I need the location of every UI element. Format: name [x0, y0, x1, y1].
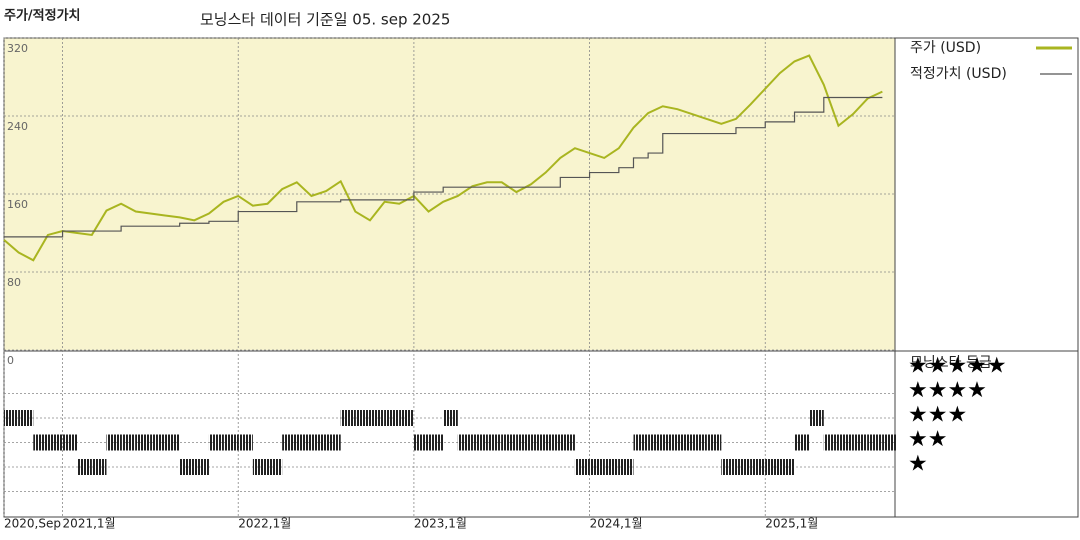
- rating-bar: [106, 434, 122, 451]
- rating-bar: [823, 434, 839, 451]
- rating-bar: [692, 434, 707, 451]
- chart-title: 주가/적정가치: [4, 8, 81, 24]
- x-tick-label: 2022,1월: [238, 517, 291, 531]
- rating-bar: [238, 434, 253, 451]
- rating-bar: [618, 459, 634, 475]
- rating-bar: [443, 410, 458, 426]
- rating-bar: [326, 434, 341, 451]
- rating-bar: [472, 434, 488, 451]
- rating-bar: [428, 434, 444, 451]
- rating-bar: [384, 410, 400, 426]
- rating-bar: [604, 459, 619, 475]
- rating-bar: [501, 434, 517, 451]
- rating-bar: [121, 434, 136, 451]
- rating-level-label: ★★: [908, 427, 947, 452]
- x-tick-label: 2024,1월: [590, 517, 643, 531]
- series-line: [3, 54, 883, 262]
- rating-bar: [853, 434, 868, 451]
- rating-bar: [355, 410, 370, 426]
- rating-level-label: ★: [908, 452, 928, 477]
- rating-bar: [267, 459, 283, 475]
- rating-bar: [311, 434, 327, 451]
- rating-bar: [662, 434, 678, 451]
- rating-bar: [4, 410, 19, 426]
- rating-bar: [282, 434, 297, 451]
- chart-subtitle: 모닝스타 데이터 기준일 05. sep 2025: [200, 11, 450, 29]
- rating-bar: [413, 434, 429, 451]
- rating-bar: [296, 434, 312, 451]
- rating-bar: [399, 410, 414, 426]
- y-tick-label: 160: [7, 198, 28, 211]
- rating-bar: [516, 434, 532, 451]
- series-line: [4, 96, 883, 238]
- rating-bar: [677, 434, 693, 451]
- rating-bar: [545, 434, 561, 451]
- rating-bar: [633, 434, 649, 451]
- rating-bar: [706, 434, 722, 451]
- rating-bar: [648, 434, 663, 451]
- rating-bar: [77, 459, 92, 475]
- rating-bar: [838, 434, 854, 451]
- rating-bar: [47, 434, 63, 451]
- rating-bar: [252, 459, 268, 475]
- rating-bar: [165, 434, 180, 451]
- rating-bar: [457, 434, 473, 451]
- y-tick-label: 240: [7, 120, 28, 133]
- rating-bar: [867, 434, 883, 451]
- rating-bar: [150, 434, 166, 451]
- rating-bar: [369, 410, 385, 426]
- rating-bar: [809, 410, 824, 426]
- rating-bar: [560, 434, 575, 451]
- rating-bar: [794, 434, 810, 451]
- y-tick-label: 320: [7, 42, 28, 55]
- rating-bar: [340, 410, 356, 426]
- rating-bar: [589, 459, 605, 475]
- x-tick-label: 2023,1월: [414, 517, 467, 531]
- rating-bar: [882, 434, 897, 451]
- legend-label: 적정가치 (USD): [910, 66, 1007, 82]
- rating-title: 모닝스타 등급: [910, 355, 992, 371]
- rating-bar: [735, 459, 751, 475]
- rating-bar: [721, 459, 736, 475]
- y-tick-label: 80: [7, 276, 21, 289]
- rating-bar: [18, 410, 34, 426]
- rating-bar: [62, 434, 78, 451]
- rating-bar: [223, 434, 239, 451]
- x-tick-label: 2025,1월: [765, 517, 818, 531]
- x-tick-label: 2021,1월: [63, 517, 116, 531]
- rating-bar: [33, 434, 48, 451]
- rating-bar: [574, 459, 590, 475]
- rating-bar: [779, 459, 795, 475]
- rating-level-label: ★★★★: [908, 378, 987, 403]
- rating-bar: [765, 459, 780, 475]
- x-tick-label: 2020,Sep: [4, 517, 61, 531]
- rating-bar: [91, 459, 107, 475]
- rating-bar: [194, 459, 209, 475]
- rating-bar: [135, 434, 151, 451]
- legend-label: 주가 (USD): [910, 40, 981, 56]
- rating-bar: [208, 434, 224, 451]
- y-tick-label: 0: [7, 354, 14, 367]
- rating-bar: [531, 434, 546, 451]
- rating-bar: [179, 459, 195, 475]
- rating-bar: [487, 434, 502, 451]
- rating-bar: [750, 459, 766, 475]
- rating-level-label: ★★★: [908, 403, 967, 428]
- rating-level-label: ★★★★★: [908, 354, 1007, 379]
